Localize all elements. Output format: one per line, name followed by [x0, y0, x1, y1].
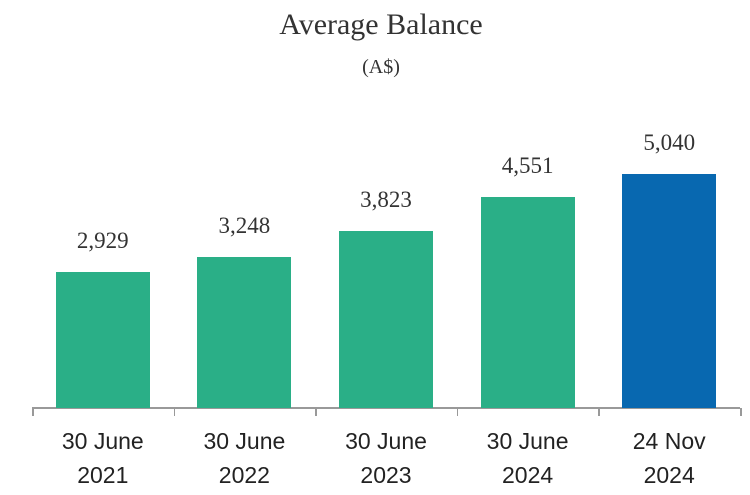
x-tick: [456, 408, 459, 416]
x-tick: [32, 408, 34, 416]
bar: [197, 257, 292, 408]
x-tick-label: 30 June 2022: [203, 428, 286, 488]
bar: [622, 174, 717, 408]
bar: [480, 196, 575, 408]
bar: [339, 230, 433, 408]
x-tick-label: 30 June 2023: [345, 428, 427, 488]
x-tick-label: 24 Nov 2024: [632, 428, 706, 488]
x-tick: [598, 408, 600, 416]
x-tick-label: 30 June 2024: [486, 428, 569, 488]
x-tick-label: 30 June 2021: [61, 428, 144, 488]
value-label: 5,040: [643, 130, 696, 155]
value-label: 3,823: [360, 186, 412, 212]
value-label: 4,551: [501, 152, 554, 178]
x-tick: [315, 408, 317, 416]
x-tick: [173, 408, 176, 416]
value-label: 2,929: [76, 228, 129, 253]
chart-subtitle: (A$): [362, 56, 400, 78]
value-label: 3,248: [218, 213, 271, 239]
chart-title: Average Balance: [279, 8, 483, 41]
x-tick: [740, 408, 742, 416]
bar: [55, 272, 150, 408]
